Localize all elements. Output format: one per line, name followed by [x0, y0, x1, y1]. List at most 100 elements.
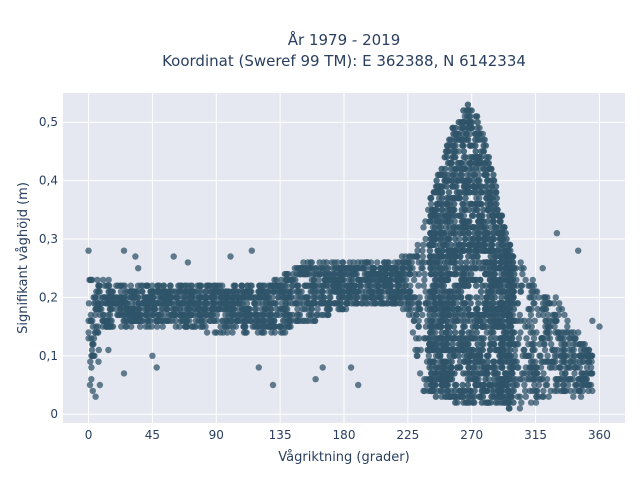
data-point [481, 159, 488, 167]
data-point [443, 387, 451, 395]
data-point [505, 335, 512, 342]
data-point [419, 253, 426, 260]
data-point [354, 265, 361, 272]
x-tick-label: 0 [85, 428, 93, 442]
data-point [459, 142, 466, 149]
data-point [432, 212, 439, 219]
data-point [117, 294, 125, 301]
data-point [479, 323, 486, 330]
data-point [588, 370, 595, 377]
data-point [391, 300, 399, 307]
data-point [478, 341, 486, 348]
data-point [477, 265, 484, 272]
data-point [490, 265, 497, 272]
data-point [440, 305, 447, 313]
data-point [489, 300, 496, 307]
data-point [92, 311, 99, 319]
data-point [471, 387, 478, 395]
data-point [427, 241, 434, 249]
data-point [214, 282, 221, 289]
data-point [251, 305, 259, 313]
data-point [89, 341, 96, 348]
data-point [444, 212, 451, 219]
data-point [439, 270, 446, 278]
data-point [251, 323, 258, 330]
data-point [458, 294, 465, 301]
data-point [188, 311, 195, 319]
data-point [427, 212, 435, 219]
data-point [241, 294, 248, 301]
data-point [449, 171, 456, 178]
data-point [507, 393, 515, 400]
data-point [202, 311, 209, 319]
data-point [475, 300, 482, 307]
data-point [472, 189, 479, 196]
data-point [452, 329, 459, 336]
data-point [466, 165, 473, 173]
data-point [562, 370, 569, 377]
data-point [426, 341, 434, 348]
data-point [232, 323, 239, 330]
data-point [142, 311, 149, 319]
data-point [551, 346, 558, 354]
data-point [522, 276, 529, 284]
data-point [452, 136, 459, 143]
data-point [467, 142, 474, 149]
data-point [529, 341, 536, 348]
data-point [419, 311, 426, 319]
data-point [188, 282, 196, 289]
data-point [416, 370, 424, 377]
data-point [138, 300, 146, 307]
data-point [85, 300, 93, 307]
data-point [525, 305, 532, 313]
data-point [540, 305, 547, 313]
data-point [436, 241, 444, 249]
data-point [473, 276, 480, 284]
data-point [457, 364, 464, 371]
data-point [229, 305, 236, 313]
data-point [567, 376, 574, 383]
data-point [516, 405, 524, 412]
data-point [346, 294, 354, 301]
data-point [503, 265, 511, 272]
data-point [567, 352, 574, 359]
data-point [470, 393, 478, 400]
data-point [522, 323, 529, 330]
data-point [499, 241, 506, 249]
data-point [362, 294, 369, 301]
data-point [483, 183, 490, 190]
data-point [473, 305, 481, 313]
data-point [471, 311, 478, 319]
data-point [111, 300, 118, 307]
data-point [493, 253, 500, 260]
data-point [561, 311, 568, 319]
data-point [358, 276, 366, 284]
data-point [409, 300, 416, 307]
data-point [441, 259, 449, 266]
data-point [95, 288, 102, 295]
data-point [502, 300, 510, 307]
data-point [475, 259, 483, 266]
data-point [94, 276, 101, 284]
data-point [454, 177, 462, 184]
data-point [195, 288, 203, 295]
data-point [276, 311, 283, 319]
data-point [493, 206, 501, 213]
data-point [132, 253, 139, 260]
data-point [492, 399, 500, 406]
data-point [462, 154, 469, 161]
data-point [222, 311, 229, 319]
data-point [477, 288, 485, 295]
data-point [372, 294, 379, 301]
data-point [460, 148, 468, 155]
data-point [437, 235, 445, 243]
data-point [170, 253, 177, 260]
data-point [442, 265, 449, 272]
data-point [427, 253, 434, 260]
data-point [463, 358, 471, 365]
data-point [154, 282, 161, 289]
data-point [495, 387, 502, 395]
y-tick-label: 0,5 [39, 115, 58, 129]
data-point [88, 352, 95, 359]
data-point [507, 259, 514, 266]
